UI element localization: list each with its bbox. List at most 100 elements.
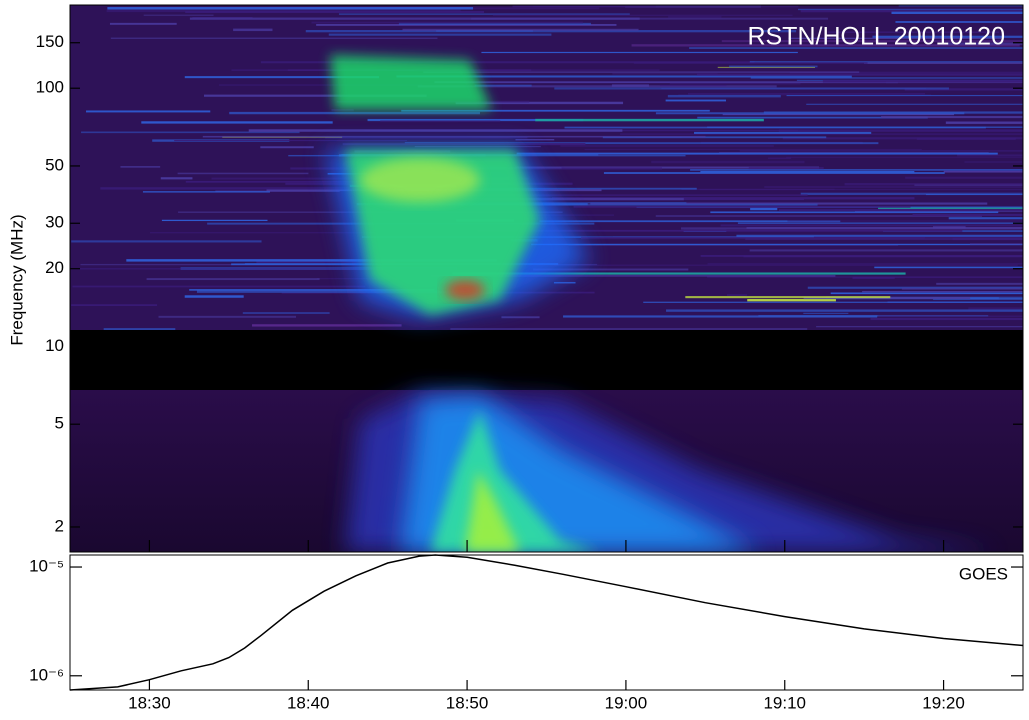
- noise-stripe: [402, 28, 639, 31]
- y-tick-label: 30: [45, 213, 64, 232]
- noise-stripe: [901, 287, 1023, 290]
- noise-stripe: [969, 243, 1023, 245]
- noise-stripe: [834, 209, 1023, 211]
- noise-stripe: [743, 255, 1023, 258]
- noise-stripe: [316, 24, 617, 26]
- noise-stripe: [535, 118, 764, 122]
- noise-stripe: [260, 61, 755, 64]
- noise-stripe: [952, 237, 1023, 241]
- noise-stripe: [449, 194, 808, 197]
- noise-stripe: [328, 33, 552, 36]
- x-tick-label: 18:40: [287, 693, 330, 712]
- noise-stripe: [204, 94, 427, 97]
- noise-stripe: [750, 207, 778, 211]
- noise-stripe: [678, 94, 932, 96]
- noise-stripe: [891, 11, 1023, 15]
- noise-stripe: [515, 166, 820, 169]
- noise-stripe: [70, 268, 457, 270]
- noise-stripe: [450, 328, 808, 331]
- noise-stripe: [483, 187, 697, 190]
- noise-stripe: [788, 37, 1001, 40]
- noise-stripe: [452, 272, 906, 275]
- noise-stripe: [120, 166, 161, 168]
- annotation: GOES: [959, 564, 1008, 583]
- noise-stripe: [196, 290, 465, 293]
- noise-stripe: [747, 299, 836, 302]
- noise-stripe: [925, 194, 1023, 196]
- noise-stripe: [665, 99, 726, 102]
- noise-stripe: [669, 82, 801, 85]
- spectrogram-image: [70, 5, 1023, 552]
- noise-stripe: [778, 129, 1023, 132]
- noise-stripe: [492, 14, 793, 16]
- y-tick-label: 10⁻⁵: [29, 557, 64, 576]
- noise-stripe: [881, 116, 1023, 119]
- noise-stripe: [700, 171, 915, 173]
- noise-stripe: [872, 35, 1023, 38]
- noise-stripe: [158, 315, 296, 318]
- noise-stripe: [455, 101, 624, 105]
- noise-stripe: [905, 176, 1023, 179]
- noise-stripe: [464, 197, 684, 201]
- noise-stripe: [874, 266, 1023, 269]
- noise-stripe: [103, 328, 176, 330]
- x-tick-label: 19:20: [922, 693, 965, 712]
- noise-stripe: [933, 297, 1023, 301]
- noise-stripe: [218, 84, 423, 86]
- noise-stripe: [100, 187, 397, 190]
- noise-stripe: [512, 5, 656, 8]
- noise-stripe: [431, 275, 836, 277]
- noise-stripe: [898, 5, 1023, 7]
- noise-stripe: [379, 203, 818, 206]
- noise-stripe: [434, 202, 687, 204]
- noise-stripe: [417, 85, 777, 88]
- noise-stripe: [481, 51, 798, 54]
- noise-stripe: [722, 113, 955, 116]
- noise-stripe: [667, 94, 781, 98]
- noise-stripe: [968, 307, 1023, 310]
- noise-stripe: [737, 222, 1023, 224]
- noise-stripe: [957, 154, 1023, 157]
- noise-stripe: [573, 205, 911, 208]
- noise-stripe: [694, 131, 872, 134]
- noise-stripe: [229, 111, 480, 115]
- noise-stripe: [590, 202, 988, 205]
- noise-stripe: [696, 73, 1023, 76]
- noise-stripe: [252, 324, 402, 327]
- noise-stripe: [177, 172, 309, 175]
- y-tick-label: 100: [36, 78, 64, 97]
- y-tick-label: 5: [55, 414, 64, 433]
- noise-stripe: [380, 120, 501, 123]
- y-tick-label: 20: [45, 258, 64, 277]
- noise-stripe: [750, 77, 1023, 79]
- noise-stripe: [862, 291, 1023, 293]
- noise-stripe: [727, 294, 748, 296]
- noise-stripe: [71, 304, 158, 306]
- noise-stripe: [501, 316, 540, 319]
- noise-stripe: [689, 47, 1023, 49]
- noise-stripe: [423, 71, 860, 73]
- y-tick-label: 50: [45, 155, 64, 174]
- noise-stripe: [189, 289, 435, 291]
- noise-stripe: [305, 30, 797, 33]
- noise-stripe: [787, 220, 1023, 222]
- y-tick-label: 10: [45, 336, 64, 355]
- noise-stripe: [189, 17, 640, 20]
- noise-stripe: [916, 137, 1016, 140]
- noise-stripe: [786, 156, 1023, 158]
- noise-stripe: [800, 10, 1023, 13]
- noise-stripe: [311, 21, 583, 24]
- noise-stripe: [945, 121, 1023, 124]
- noise-stripe: [720, 224, 1023, 227]
- noise-stripe: [864, 62, 1023, 64]
- noise-stripe: [697, 116, 928, 119]
- noise-stripe: [699, 188, 1023, 191]
- x-tick-label: 19:10: [763, 693, 806, 712]
- noise-stripe: [86, 110, 211, 113]
- noise-stripe: [687, 92, 925, 95]
- noise-stripe: [109, 22, 177, 25]
- noise-stripe: [342, 143, 586, 146]
- noise-stripe: [185, 11, 485, 13]
